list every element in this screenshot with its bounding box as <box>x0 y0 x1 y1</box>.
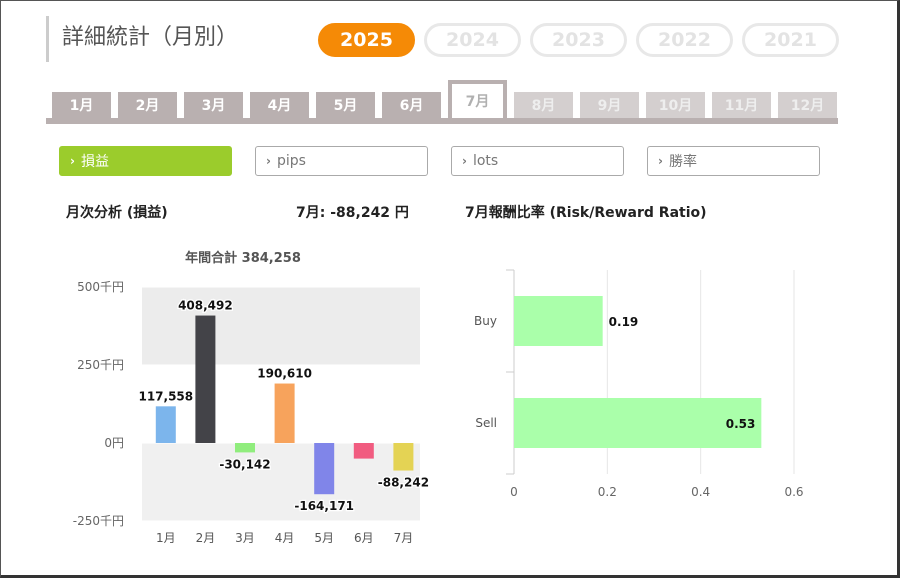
y-tick-label: 500千円 <box>77 280 124 294</box>
bar-5[interactable] <box>314 443 335 495</box>
x-tick-label: 0.4 <box>691 485 710 499</box>
metric-label: 損益 <box>80 154 109 170</box>
month-tab-12[interactable]: 12月 <box>778 92 837 118</box>
current-month-value: 7月: -88,242 円 <box>296 205 409 221</box>
page-title: 詳細統計（月別） <box>62 25 239 50</box>
year-tab-2022[interactable]: 2022 <box>636 23 733 57</box>
year-tab-2021[interactable]: 2021 <box>742 23 839 57</box>
bar-3[interactable] <box>235 443 255 453</box>
x-tick-label: 5月 <box>314 531 334 545</box>
data-label-1: 117,558 <box>138 389 193 403</box>
category-label: Sell <box>475 416 497 430</box>
month-tab-1[interactable]: 1月 <box>52 92 111 118</box>
ratio-section-title: 7月報酬比率 (Risk/Reward Ratio) <box>465 205 707 221</box>
monthly-bar-chart: 500千円 250千円 0円 -250千円 年間合計 384,258 117,558 1月 4… <box>73 250 431 545</box>
ratio-value-label: 0.19 <box>609 315 639 329</box>
data-label-5: -164,171 <box>294 499 354 513</box>
x-tick-label: 6月 <box>354 531 374 545</box>
ratio-value-label: 0.53 <box>726 417 756 431</box>
x-tick-label: 0 <box>510 485 518 499</box>
metric-button-0[interactable]: › 損益 <box>59 146 232 176</box>
month-tab-7[interactable]: 7月 <box>448 80 507 118</box>
category-label: Buy <box>474 314 497 328</box>
x-tick-label: 4月 <box>275 531 295 545</box>
x-tick-label: 0.6 <box>784 485 803 499</box>
risk-reward-chart: 0 0.2 0.4 0.6 Buy 0.19 Sell 0.53 <box>474 269 804 499</box>
month-tab-3[interactable]: 3月 <box>184 92 243 118</box>
metric-label: pips <box>276 153 306 169</box>
metric-button-3[interactable]: › 勝率 <box>647 146 820 176</box>
bar-1[interactable] <box>155 406 176 443</box>
month-tabs: 1月 2月 3月 4月 5月 6月 7月 8月 9月 10月 11月 12月 <box>46 80 838 124</box>
bar-4[interactable] <box>274 383 295 443</box>
month-tab-6[interactable]: 6月 <box>382 92 441 118</box>
x-tick-label: 0.2 <box>598 485 617 499</box>
chevron-right-icon: › <box>70 154 75 168</box>
data-label-2: 408,492 <box>178 299 233 313</box>
month-tab-8[interactable]: 8月 <box>514 92 573 118</box>
month-tab-2[interactable]: 2月 <box>118 92 177 118</box>
year-tab-2024[interactable]: 2024 <box>424 23 521 57</box>
chart-title: 年間合計 384,258 <box>185 250 301 266</box>
plot-band <box>142 287 420 365</box>
data-label-4: 190,610 <box>257 367 312 381</box>
bar-6[interactable] <box>353 443 374 459</box>
metric-label: 勝率 <box>668 154 697 170</box>
chevron-right-icon: › <box>462 154 467 168</box>
data-label-7: -88,242 <box>378 476 429 490</box>
month-tab-11[interactable]: 11月 <box>712 92 771 118</box>
data-label-3: -30,142 <box>219 457 270 471</box>
metric-label: lots <box>472 153 499 169</box>
year-tabs: 2025 2024 2023 2022 2021 <box>318 23 839 57</box>
y-tick-label: -250千円 <box>73 514 124 528</box>
chevron-right-icon: › <box>658 154 663 168</box>
y-tick-label: 250千円 <box>77 358 124 372</box>
chevron-right-icon: › <box>266 154 271 168</box>
month-tab-9[interactable]: 9月 <box>580 92 639 118</box>
month-tab-10[interactable]: 10月 <box>646 92 705 118</box>
x-tick-label: 2月 <box>196 531 216 545</box>
metric-tabs: › 損益 › pips › lots › 勝率 <box>59 146 820 176</box>
bar-7[interactable] <box>393 443 414 471</box>
metric-button-2[interactable]: › lots <box>451 146 624 176</box>
year-tab-2023[interactable]: 2023 <box>530 23 627 57</box>
x-tick-label: 7月 <box>394 531 414 545</box>
month-tab-4[interactable]: 4月 <box>250 92 309 118</box>
y-tick-label: 0円 <box>104 436 124 450</box>
month-tab-5[interactable]: 5月 <box>316 92 375 118</box>
x-tick-label: 3月 <box>235 531 255 545</box>
monthly-section-title: 月次分析 (損益) <box>66 205 168 221</box>
year-tab-2025[interactable]: 2025 <box>318 23 415 57</box>
title-bar: 詳細統計（月別） <box>46 16 238 62</box>
x-tick-label: 1月 <box>156 531 176 545</box>
bar-2[interactable] <box>195 315 216 443</box>
metric-button-1[interactable]: › pips <box>255 146 428 176</box>
ratio-bar-sell[interactable] <box>514 398 762 448</box>
ratio-bar-buy[interactable] <box>514 296 603 346</box>
